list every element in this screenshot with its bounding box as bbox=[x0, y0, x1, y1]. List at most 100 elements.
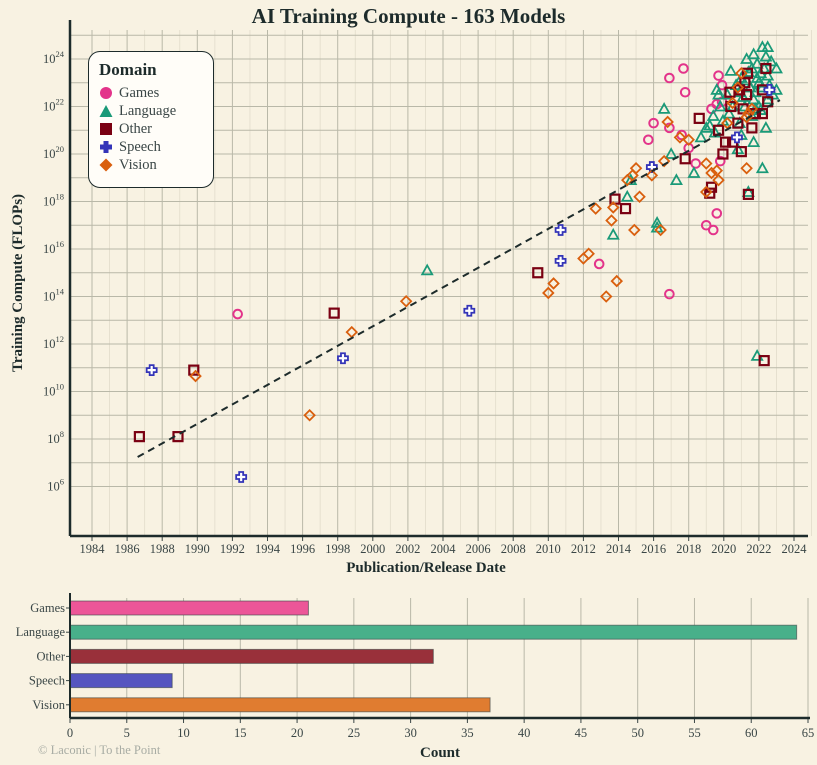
other-point bbox=[717, 148, 729, 160]
vision-point bbox=[189, 369, 202, 383]
x-tick-label: 2018 bbox=[676, 542, 701, 556]
language-point bbox=[724, 64, 738, 76]
y-tick-label: 1016 bbox=[43, 239, 64, 256]
legend-title: Domain bbox=[99, 60, 157, 79]
vision-point bbox=[740, 110, 753, 124]
bar-x-tick-label: 5 bbox=[124, 726, 130, 740]
triangle-marker-icon bbox=[99, 105, 113, 117]
vision-point bbox=[654, 223, 667, 237]
vision-point bbox=[699, 157, 713, 170]
x-tick-label: 2024 bbox=[782, 542, 808, 556]
x-tick-label: 1990 bbox=[185, 542, 210, 556]
circle-marker-icon bbox=[100, 87, 112, 99]
other-point bbox=[725, 100, 737, 113]
y-tick-label: 1014 bbox=[43, 287, 65, 304]
speech-point bbox=[554, 254, 567, 267]
bar-category-label: Speech bbox=[29, 674, 66, 688]
x-tick-label: 1988 bbox=[150, 542, 175, 556]
y-tick-label: 1024 bbox=[43, 49, 65, 66]
other-point bbox=[679, 153, 691, 165]
speech-point bbox=[337, 352, 349, 365]
x-tick-label: 2016 bbox=[641, 542, 666, 556]
games-point bbox=[714, 155, 726, 167]
legend-item-other: Other bbox=[99, 120, 203, 138]
bar-x-tick-label: 25 bbox=[348, 726, 361, 740]
other-point bbox=[693, 112, 705, 124]
games-point bbox=[664, 288, 675, 300]
language-point bbox=[750, 71, 764, 83]
bar-category-label: Other bbox=[37, 649, 66, 663]
other-point bbox=[704, 187, 716, 199]
vision-point bbox=[721, 116, 734, 130]
bar-x-tick-label: 0 bbox=[67, 726, 73, 740]
speech-point bbox=[463, 304, 476, 317]
x-tick-label: 2022 bbox=[746, 542, 771, 556]
games-point bbox=[713, 70, 724, 81]
chart-title: AI Training Compute - 163 Models bbox=[251, 4, 566, 28]
vision-point bbox=[745, 102, 759, 116]
x-tick-label: 2004 bbox=[431, 542, 457, 556]
language-point bbox=[740, 52, 754, 64]
x-tick-label: 2006 bbox=[466, 542, 491, 556]
language-point bbox=[722, 106, 736, 119]
language-point bbox=[420, 263, 434, 276]
games-point bbox=[711, 208, 723, 219]
y-axis-label: Training Compute (FLOPs) bbox=[10, 194, 26, 372]
vision-point bbox=[699, 185, 713, 199]
bar-x-axis-label: Count bbox=[420, 745, 460, 761]
x-tick-label: 2012 bbox=[571, 542, 596, 556]
other-point bbox=[741, 89, 753, 101]
legend-item-vision: Vision bbox=[99, 156, 203, 174]
other-point bbox=[742, 188, 754, 200]
language-point bbox=[606, 227, 620, 240]
other-point bbox=[328, 307, 340, 319]
legend-item-games: Games bbox=[99, 84, 203, 102]
vision-point bbox=[605, 214, 618, 227]
vision-point bbox=[705, 166, 718, 180]
language-point bbox=[759, 49, 773, 62]
speech-point bbox=[145, 364, 158, 377]
speech-point bbox=[763, 83, 776, 96]
other-point bbox=[758, 355, 770, 367]
speech-point bbox=[554, 224, 567, 236]
vision-point bbox=[547, 277, 560, 290]
other-point bbox=[760, 62, 772, 75]
vision-point bbox=[542, 286, 555, 300]
other-point bbox=[756, 108, 769, 120]
language-point bbox=[706, 109, 720, 121]
vision-point bbox=[606, 201, 620, 214]
vision-point bbox=[735, 66, 748, 80]
x-tick-label: 1986 bbox=[115, 542, 140, 556]
speech-point bbox=[731, 131, 743, 144]
x-tick-label: 1998 bbox=[325, 542, 350, 556]
other-point bbox=[188, 364, 200, 376]
language-point bbox=[664, 147, 678, 159]
language-point bbox=[699, 121, 713, 133]
legend-label: Other bbox=[119, 120, 153, 137]
language-point bbox=[759, 121, 773, 133]
games-point bbox=[664, 72, 675, 84]
other-point bbox=[133, 431, 145, 443]
bar-x-tick-label: 35 bbox=[461, 726, 474, 740]
vision-point bbox=[645, 169, 659, 182]
vision-point bbox=[657, 154, 671, 168]
legend: Domain Games Language Other Speech Visio… bbox=[88, 51, 214, 188]
games-point bbox=[593, 258, 605, 270]
vision-point bbox=[629, 161, 643, 175]
other-point bbox=[719, 136, 732, 148]
language-point bbox=[741, 185, 755, 197]
language-point bbox=[687, 166, 701, 178]
games-point bbox=[648, 117, 659, 129]
games-point bbox=[643, 134, 654, 146]
vision-point bbox=[731, 81, 745, 94]
bar-category-label: Vision bbox=[32, 698, 65, 712]
bar-x-tick-label: 45 bbox=[575, 726, 588, 740]
bar-x-tick-label: 60 bbox=[745, 726, 758, 740]
x-tick-label: 1994 bbox=[255, 542, 281, 556]
vision-point bbox=[682, 133, 695, 147]
legend-label: Language bbox=[119, 102, 177, 119]
y-tick-label: 1022 bbox=[43, 97, 64, 114]
legend-label: Vision bbox=[119, 156, 157, 173]
x-tick-label: 2014 bbox=[606, 542, 632, 556]
vision-point bbox=[633, 190, 646, 204]
